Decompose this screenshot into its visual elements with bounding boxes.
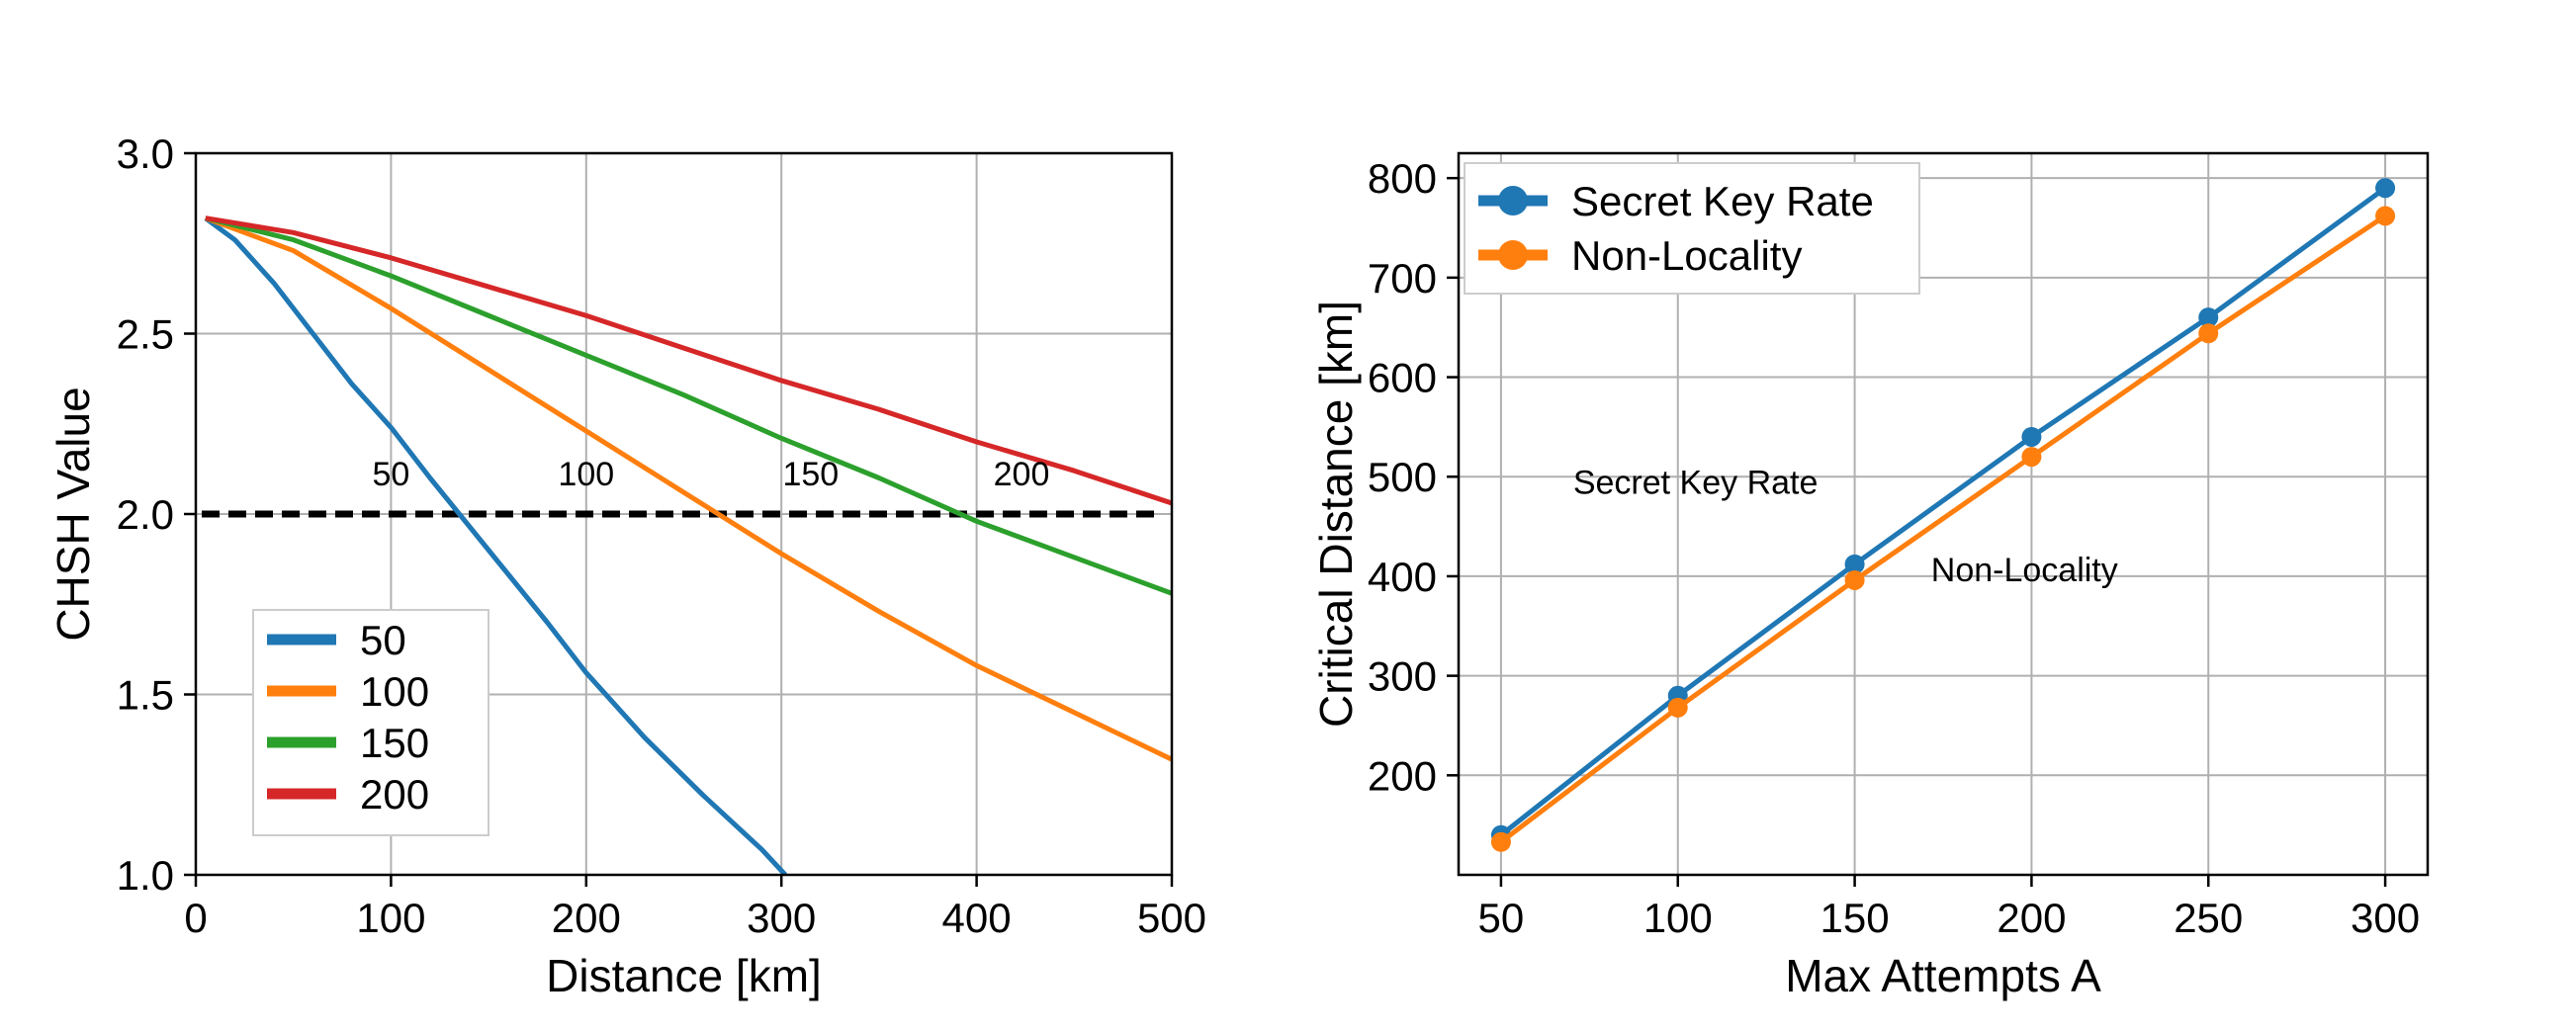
legend-label: 150: [360, 720, 429, 766]
data-point: [1844, 554, 1865, 574]
series-line-1: [1499, 186, 2387, 837]
y-tick-label: 200: [1368, 752, 1437, 799]
legend-box: [1464, 162, 1920, 295]
x-tick-label: 250: [2174, 895, 2243, 941]
y-tick-label: 800: [1368, 155, 1437, 202]
data-point: [2375, 206, 2396, 226]
y-tick-label: 2.0: [117, 491, 174, 538]
x-tick-label: 50: [1478, 895, 1525, 941]
annotation-label: 100: [558, 456, 614, 493]
series-line-3: [205, 215, 1172, 596]
y-tick-label: 2.5: [117, 311, 174, 358]
right-chart-critical-distance: 50 100 150 200 250 300 200 300 400 500 600 700 800 Ma…: [1310, 151, 2430, 1001]
data-point: [2198, 307, 2219, 328]
left-chart-chsh: 0 100 200 300 400 500 1.0 1.5 2.0 2.5 3.0 Distance …: [47, 130, 1206, 1001]
annotation-label: Non-Locality: [1931, 552, 2118, 589]
data-point: [1490, 831, 1511, 852]
legend-marker: [1498, 240, 1528, 270]
x-axis-label: Distance [km]: [546, 950, 822, 1001]
y-tick-label: 300: [1368, 653, 1437, 700]
y-tick-label: 1.5: [117, 672, 174, 719]
legend-marker: [1498, 186, 1528, 215]
legend-label: 50: [360, 617, 406, 663]
data-point: [2375, 178, 2396, 199]
series-line-1: [204, 215, 787, 875]
data-point: [1844, 569, 1865, 590]
y-axis-label: CHSH Value: [47, 387, 99, 641]
x-tick-label: 300: [2351, 895, 2420, 941]
annotation-label: 150: [782, 456, 839, 493]
y-tick-label: 3.0: [117, 130, 174, 177]
annotation-label: 50: [372, 456, 409, 493]
plot-frame: [1457, 151, 2430, 877]
x-tick-label: 400: [942, 895, 1012, 941]
x-tick-label: 100: [1643, 895, 1713, 941]
data-point: [1667, 697, 1688, 718]
x-tick-label: 150: [1821, 895, 1890, 941]
x-tick-label: 0: [184, 895, 207, 941]
annotation-label: Secret Key Rate: [1573, 464, 1819, 501]
x-tick-label: 100: [356, 895, 425, 941]
y-tick-label: 400: [1368, 554, 1437, 600]
y-tick-label: 600: [1368, 355, 1437, 401]
legend-label: Non-Locality: [1571, 232, 1802, 279]
annotation-label: 200: [994, 456, 1050, 493]
legend-label: Secret Key Rate: [1571, 178, 1874, 224]
legend-label: 100: [360, 668, 429, 715]
x-tick-label: 200: [1997, 895, 2066, 941]
x-tick-label: 500: [1137, 895, 1206, 941]
y-tick-label: 1.0: [117, 852, 174, 899]
series-line-2: [1499, 214, 2387, 844]
y-tick-label: 500: [1368, 454, 1437, 500]
y-axis-label: Critical Distance [km]: [1310, 301, 1362, 728]
series-line-4: [205, 215, 1172, 506]
legend-label: 200: [360, 771, 429, 818]
x-tick-label: 200: [552, 895, 621, 941]
x-axis-label: Max Attempts A: [1785, 950, 2101, 1001]
data-point: [2021, 426, 2042, 447]
data-point: [2021, 447, 2042, 468]
data-point: [2198, 323, 2219, 344]
series-line-2: [205, 215, 1172, 762]
y-tick-label: 700: [1368, 255, 1437, 302]
x-tick-label: 300: [747, 895, 816, 941]
